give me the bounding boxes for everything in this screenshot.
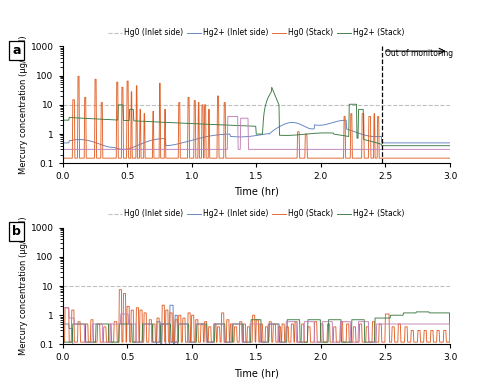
Hg0 (Stack) (350, 317, 356, 322)
Hg0 (Inlet side) (167, 303, 173, 308)
Line: Hg2+ (Inlet side): Hg2+ (Inlet side) (62, 289, 450, 342)
Hg0 (Inlet side) (288, 120, 294, 125)
Hg2+ (Stack) (231, 322, 237, 326)
Hg2+ (Inlet side) (445, 156, 451, 161)
Hg2+ (Inlet side) (288, 322, 294, 326)
Hg0 (Stack) (447, 144, 453, 148)
Hg2+ (Inlet side) (445, 340, 451, 344)
Hg2+ (Inlet side) (447, 340, 453, 344)
Hg0 (Inlet side) (336, 342, 342, 347)
Hg0 (Stack) (350, 102, 356, 106)
Text: a: a (12, 44, 20, 57)
Text: b: b (12, 225, 21, 238)
Hg2+ (Inlet side) (288, 156, 294, 161)
Hg0 (Inlet side) (70, 342, 76, 347)
Hg0 (Inlet side) (446, 342, 452, 347)
Hg2+ (Inlet side) (231, 340, 237, 344)
Line: Hg0 (Inlet side): Hg0 (Inlet side) (62, 305, 450, 344)
Hg2+ (Inlet side) (447, 156, 453, 161)
Hg2+ (Inlet side) (350, 156, 356, 161)
Y-axis label: Mercury concentration (μg/m³ N): Mercury concentration (μg/m³ N) (18, 217, 28, 355)
Hg0 (Stack) (120, 322, 126, 326)
Line: Hg0 (Stack): Hg0 (Stack) (62, 312, 450, 342)
Legend: Hg0 (Inlet side), Hg2+ (Inlet side), Hg0 (Stack), Hg2+ (Stack): Hg0 (Inlet side), Hg2+ (Inlet side), Hg0… (105, 206, 408, 221)
Hg2+ (Stack) (288, 147, 294, 152)
Hg0 (Inlet side) (60, 322, 66, 326)
Line: Hg2+ (Inlet side): Hg2+ (Inlet side) (62, 76, 450, 158)
Hg0 (Stack) (414, 310, 420, 314)
Hg0 (Stack) (60, 340, 66, 344)
Hg0 (Inlet side) (60, 140, 66, 145)
Line: Hg0 (Stack): Hg0 (Stack) (62, 87, 450, 146)
Hg0 (Inlet side) (231, 134, 237, 139)
Hg0 (Inlet side) (120, 342, 126, 347)
Hg2+ (Stack) (120, 312, 126, 316)
Hg2+ (Stack) (336, 147, 342, 152)
Hg0 (Stack) (230, 123, 236, 128)
Hg0 (Inlet side) (351, 342, 357, 347)
Y-axis label: Mercury concentration (μg/m³ N): Mercury concentration (μg/m³ N) (18, 36, 28, 174)
Hg2+ (Stack) (60, 305, 66, 310)
Hg0 (Stack) (269, 85, 275, 90)
Hg0 (Stack) (60, 118, 66, 122)
Hg0 (Stack) (445, 311, 451, 315)
Hg0 (Inlet side) (336, 119, 342, 123)
Hg0 (Stack) (446, 144, 452, 148)
X-axis label: Time (hr): Time (hr) (234, 368, 278, 378)
Hg2+ (Inlet side) (350, 325, 356, 329)
Hg0 (Stack) (379, 144, 385, 148)
Hg0 (Stack) (288, 317, 294, 322)
Hg2+ (Inlet side) (116, 287, 122, 292)
Text: Out of monitoring: Out of monitoring (386, 49, 454, 58)
Hg2+ (Stack) (225, 114, 231, 119)
Hg2+ (Stack) (82, 340, 87, 344)
Hg0 (Stack) (447, 340, 453, 344)
Hg2+ (Stack) (120, 147, 126, 152)
Hg2+ (Stack) (336, 340, 342, 344)
Hg0 (Inlet side) (446, 140, 452, 145)
Hg2+ (Inlet side) (120, 340, 126, 344)
Legend: Hg0 (Inlet side), Hg2+ (Inlet side), Hg0 (Stack), Hg2+ (Stack): Hg0 (Inlet side), Hg2+ (Inlet side), Hg0… (105, 25, 408, 40)
Hg2+ (Stack) (350, 340, 356, 344)
Hg0 (Inlet side) (351, 129, 357, 134)
Hg0 (Inlet side) (289, 342, 295, 347)
Hg0 (Inlet side) (120, 147, 126, 152)
Hg0 (Inlet side) (232, 342, 237, 347)
Hg2+ (Inlet side) (60, 156, 66, 161)
Hg2+ (Stack) (445, 147, 451, 152)
Line: Hg2+ (Stack): Hg2+ (Stack) (62, 116, 450, 149)
Hg0 (Inlet side) (447, 342, 453, 347)
Hg2+ (Inlet side) (336, 156, 342, 161)
Hg0 (Stack) (120, 103, 126, 107)
Line: Hg0 (Inlet side): Hg0 (Inlet side) (62, 120, 450, 149)
Hg0 (Stack) (336, 132, 342, 137)
Hg2+ (Inlet side) (231, 156, 237, 161)
Hg0 (Stack) (335, 317, 341, 322)
Hg0 (Stack) (288, 133, 294, 138)
Hg2+ (Stack) (60, 147, 66, 152)
Hg2+ (Inlet side) (75, 74, 81, 79)
Hg2+ (Inlet side) (336, 340, 342, 344)
Hg2+ (Stack) (445, 322, 451, 326)
Hg2+ (Stack) (447, 147, 453, 152)
Hg0 (Inlet side) (447, 140, 453, 145)
Hg0 (Inlet side) (120, 147, 126, 152)
Hg2+ (Stack) (350, 147, 356, 152)
X-axis label: Time (hr): Time (hr) (234, 187, 278, 197)
Hg2+ (Inlet side) (60, 340, 66, 344)
Hg2+ (Stack) (231, 114, 237, 119)
Hg2+ (Stack) (447, 340, 453, 344)
Line: Hg2+ (Stack): Hg2+ (Stack) (62, 308, 450, 342)
Hg2+ (Stack) (288, 319, 294, 324)
Hg0 (Inlet side) (343, 118, 349, 122)
Hg2+ (Inlet side) (120, 85, 126, 90)
Hg0 (Stack) (230, 322, 236, 326)
